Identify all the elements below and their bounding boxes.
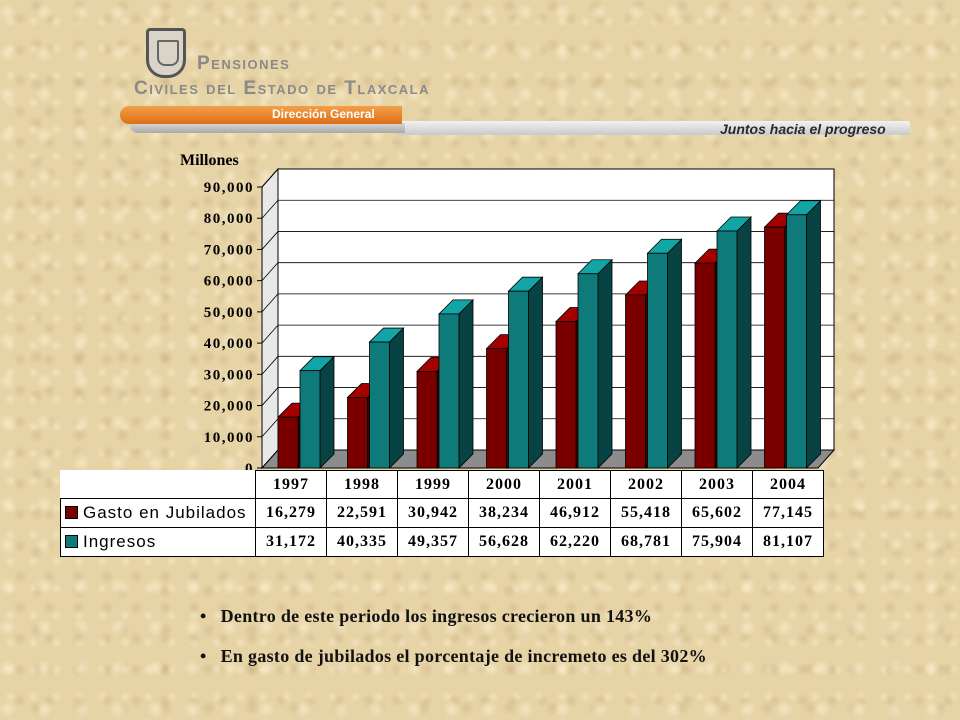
bar-face [438,313,460,469]
bar-face [716,230,738,469]
y-tick-label: 30,000 [204,367,254,383]
bar-face [486,348,507,469]
table-row: Ingresos 31,172 40,335 49,357 56,628 62,220 68… [60,527,824,557]
bar-face [369,341,390,469]
y-tick-label: 40,000 [204,336,254,352]
y-tick-label: 80,000 [204,211,254,227]
bar-ingresos-2003 [716,216,752,469]
bar-ingresos-2004 [785,199,822,469]
bar-ingresos-1999 [438,298,474,469]
table-cell: 56,628 [468,527,540,557]
bar-face [277,416,299,469]
series-name: Ingresos [83,532,157,551]
y-tick-label: 90,000 [204,180,254,196]
note-item: En gasto de jubilados el porcentaje de i… [200,646,707,667]
bar-face [694,262,716,469]
y-tick-label: 0 [245,461,254,477]
header-band-grey-lower [130,123,405,133]
bar-face [806,199,821,469]
bar-face [597,258,613,469]
table-cell: 40,335 [326,527,398,557]
y-axis-title: Millones [180,152,239,169]
table-cell: 38,234 [468,498,540,528]
series-label: Ingresos [60,527,256,557]
department-label: Dirección General [272,107,375,121]
bar-ingresos-2001 [577,258,613,469]
table-cell: 75,904 [681,527,753,557]
legend-swatch [65,535,78,548]
series-name: Gasto en Jubilados [83,503,247,522]
slogan: Juntos hacia el progreso [720,121,886,137]
legend-swatch [65,506,78,519]
table-corner [60,470,256,499]
table-year-header: 2003 [681,470,753,499]
series-label: Gasto en Jubilados [60,498,256,528]
table-header-row: 1997 1998 1999 2000 2001 2002 2003 2004 [60,470,824,499]
table-year-header: 1999 [397,470,469,499]
table-cell: 22,591 [326,498,398,528]
header-band-orange [120,106,402,124]
bar-face [647,252,668,469]
bar-face [458,298,474,469]
y-tick-label: 70,000 [204,242,254,258]
coat-of-arms-logo [146,28,186,78]
table-year-header: 2000 [468,470,540,499]
org-name-line1: Pensiones [197,53,291,74]
gridline [261,199,834,219]
header: Pensiones Civiles del Estado de Tlaxcala… [0,0,960,150]
table-year-header: 2002 [610,470,682,499]
table-cell: 49,357 [397,527,469,557]
notes-list: Dentro de este periodo los ingresos crec… [200,606,707,686]
bar-face [577,273,599,469]
table-year-header: 1997 [255,470,327,499]
table-cell: 65,602 [681,498,753,528]
org-name-line2: Civiles del Estado de Tlaxcala [134,78,430,99]
header-band-grey [395,121,910,135]
bar-face [528,276,543,469]
table-year-header: 2004 [752,470,824,499]
bar-face [667,238,682,469]
table-cell: 31,172 [255,527,327,557]
table-cell: 68,781 [610,527,682,557]
table-year-header: 2001 [539,470,611,499]
table-cell: 81,107 [752,527,824,557]
y-tick-label: 50,000 [204,305,254,321]
chart-side-wall [261,167,279,470]
table-row: Gasto en Jubilados 16,279 22,591 30,942 38,2… [60,498,824,528]
gridline [261,231,834,250]
table-cell: 46,912 [539,498,611,528]
bar-face [299,370,321,469]
bar-face [416,370,438,469]
table-cell: 62,220 [539,527,611,557]
y-tick-label: 60,000 [204,274,254,290]
bar-face [736,216,752,469]
bar-face [508,290,529,469]
bar-face [786,214,807,469]
note-item: Dentro de este periodo los ingresos crec… [200,606,707,627]
bar-ingresos-2002 [646,238,683,469]
table-cell: 77,145 [752,498,824,528]
y-tick-label: 20,000 [204,399,254,415]
table-cell: 55,418 [610,498,682,528]
data-table: 1997 1998 1999 2000 2001 2002 2003 2004 Gasto e… [60,470,824,557]
bar-ingresos-1997 [299,355,335,469]
bar-face [347,397,368,469]
bar-face [625,294,646,469]
bar-face [319,355,335,469]
gridline [261,168,834,188]
bar-ingresos-1998 [368,327,405,469]
bar-ingresos-2000 [507,276,544,469]
table-cell: 16,279 [255,498,327,528]
bar-face [555,321,577,469]
table-year-header: 1998 [326,470,398,499]
bar-face [764,226,785,469]
bar-face [389,327,404,469]
table-cell: 30,942 [397,498,469,528]
y-tick-label: 10,000 [204,430,254,446]
